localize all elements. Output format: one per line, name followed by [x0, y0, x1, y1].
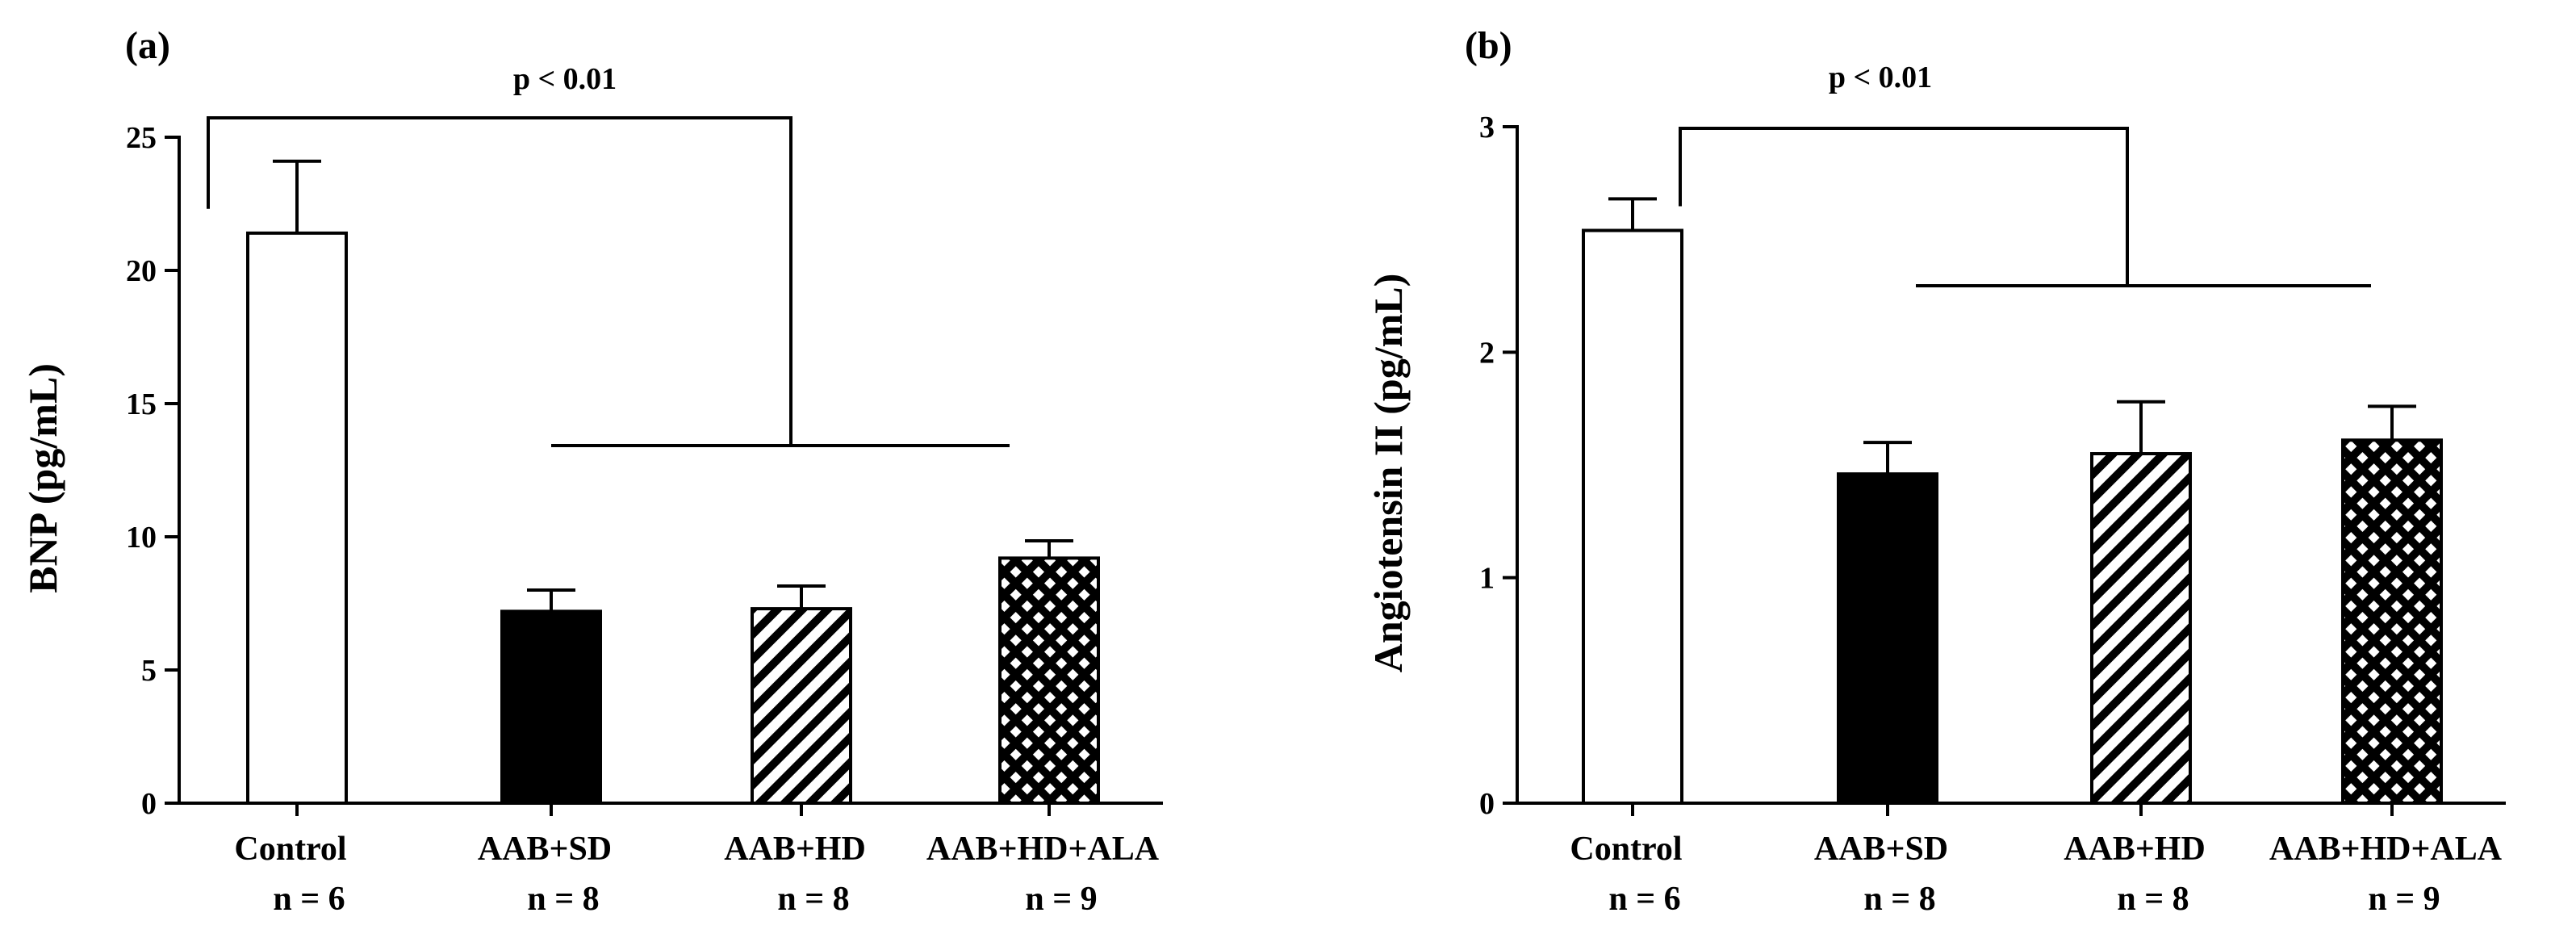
y-tick-label: 5 — [141, 654, 157, 688]
significance-bracket — [207, 116, 792, 446]
n-label: n = 8 — [777, 881, 849, 918]
bar-control — [1582, 228, 1683, 805]
bar-control — [246, 231, 348, 805]
n-label: n = 9 — [1025, 881, 1097, 918]
category-label: AAB+HD+ALA — [926, 831, 1160, 868]
y-tick-label: 20 — [126, 254, 157, 288]
category-label: AAB+HD — [724, 831, 866, 868]
n-label: n = 6 — [273, 881, 345, 918]
category-label: AAB+HD — [2064, 831, 2206, 868]
y-tick-label: 1 — [1479, 562, 1495, 596]
bar-aab-hd-ala — [2341, 438, 2443, 805]
category-label: AAB+SD — [1814, 831, 1948, 868]
category-label: AAB+HD+ALA — [2269, 831, 2503, 868]
significance-label: p < 0.01 — [513, 62, 617, 96]
n-label: n = 6 — [1608, 881, 1680, 918]
y-axis-title: BNP (pg/mL) — [20, 363, 65, 593]
bar-aab-hd — [2090, 452, 2192, 805]
y-axis-title: Angiotensin II (pg/mL) — [1365, 274, 1411, 673]
category-label: Control — [1570, 831, 1682, 868]
y-tick-label: 0 — [1479, 787, 1495, 821]
y-tick-label: 2 — [1479, 336, 1495, 370]
bar-aab-hd-ala — [998, 556, 1100, 806]
y-tick-label: 15 — [126, 387, 157, 421]
n-label: n = 8 — [1863, 881, 1935, 918]
y-tick-label: 3 — [1479, 111, 1495, 144]
n-label: n = 9 — [2368, 881, 2440, 918]
panel-label: (b) — [1465, 24, 1512, 67]
y-tick-label: 0 — [141, 787, 157, 821]
panel-b: (b) Angiotensin II (pg/mL) 0 1 2 3 Control n = … — [1365, 24, 2506, 918]
bar-aab-hd — [751, 607, 852, 805]
bar-aab-sd — [500, 609, 602, 806]
category-label: AAB+SD — [478, 831, 612, 868]
bar-aab-sd — [1837, 472, 1938, 805]
category-label: Control — [234, 831, 346, 868]
significance-bracket — [1679, 127, 2129, 286]
panel-a: (a) BNP (pg/mL) 0 5 10 15 20 25 Control n = 6 AAB+… — [20, 24, 1163, 918]
y-tick-label: 25 — [126, 121, 157, 155]
significance-label: p < 0.01 — [1829, 61, 1932, 94]
n-label: n = 8 — [2117, 881, 2189, 918]
y-tick-label: 10 — [126, 521, 157, 555]
n-label: n = 8 — [527, 881, 599, 918]
panel-label: (a) — [125, 24, 170, 67]
